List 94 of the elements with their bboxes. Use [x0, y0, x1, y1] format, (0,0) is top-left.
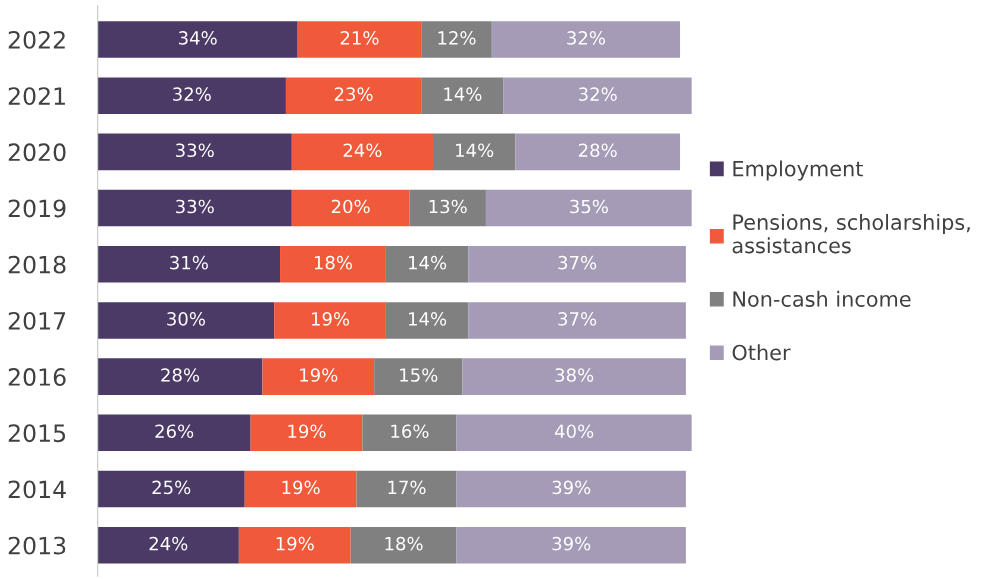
data-label: 14%: [444, 87, 482, 101]
bar: [274, 302, 386, 339]
bar: [97, 77, 286, 114]
y-tick-label: 2019: [8, 199, 66, 218]
bar: [491, 21, 681, 58]
bar: [356, 470, 457, 508]
legend-label: Pensions, scholarships, assistances: [732, 213, 970, 254]
legend-label: Non-cash income: [733, 290, 911, 307]
bar: [238, 526, 351, 564]
bar: [97, 21, 298, 58]
data-label: 18%: [385, 536, 423, 551]
y-tick-label: 2017: [8, 311, 66, 330]
bar: [280, 246, 386, 283]
data-label: 20%: [331, 199, 370, 214]
bar: [97, 414, 251, 452]
bar: [97, 302, 275, 339]
y-tick-label: 2022: [8, 30, 65, 49]
bar: [250, 414, 363, 452]
data-label: 13%: [429, 199, 467, 214]
data-label: 16%: [391, 424, 429, 439]
bar: [456, 470, 686, 508]
data-label: 15%: [400, 368, 438, 382]
y-tick-label: 2020: [8, 143, 66, 162]
bar: [97, 358, 263, 395]
bar: [456, 414, 692, 452]
data-label: 34%: [178, 31, 217, 45]
data-label: 14%: [409, 312, 447, 326]
bar: [374, 358, 463, 395]
bar: [244, 470, 357, 508]
bar: [462, 358, 686, 395]
legend-label: Other: [732, 344, 791, 361]
y-tick-label: 2016: [8, 368, 66, 386]
data-label: 37%: [558, 312, 597, 326]
data-label: 32%: [173, 87, 211, 101]
bar: [97, 189, 292, 227]
data-label: 19%: [282, 480, 320, 495]
data-label: 18%: [314, 255, 353, 270]
bar: [291, 189, 410, 227]
data-label: 12%: [438, 31, 476, 45]
data-label: 35%: [570, 199, 608, 214]
data-label: 31%: [170, 255, 208, 270]
bar: [285, 77, 422, 114]
data-label: 19%: [276, 536, 314, 551]
data-label: 21%: [340, 31, 379, 45]
data-label: 39%: [552, 536, 591, 551]
data-label: 17%: [388, 480, 426, 495]
bar: [262, 358, 375, 395]
bar: [515, 133, 681, 171]
data-label: 28%: [578, 143, 617, 158]
bar: [297, 21, 422, 58]
data-label: 26%: [155, 424, 194, 439]
data-label: 24%: [343, 143, 382, 158]
bar: [456, 526, 686, 564]
bar: [97, 133, 292, 171]
bar: [291, 133, 433, 171]
data-label: 32%: [579, 87, 617, 101]
bar: [350, 526, 457, 564]
data-label: 25%: [152, 480, 191, 495]
data-label: 33%: [176, 143, 214, 158]
data-label: 38%: [555, 368, 594, 382]
bar: [409, 189, 486, 227]
data-label: 24%: [149, 536, 188, 551]
data-label: 40%: [554, 424, 594, 439]
data-label: 19%: [311, 312, 350, 326]
data-label: 28%: [161, 368, 200, 382]
data-label: 14%: [409, 255, 447, 270]
y-tick-label: 2015: [8, 424, 66, 443]
y-tick-label: 2013: [8, 536, 66, 555]
legend-label: Employment: [733, 160, 863, 181]
data-label: 33%: [176, 199, 214, 214]
data-label: 37%: [558, 255, 597, 270]
bar: [432, 133, 516, 171]
bar: [97, 526, 239, 564]
bar: [421, 77, 504, 114]
data-label: 39%: [552, 480, 591, 495]
bar: [362, 414, 457, 452]
bar: [468, 246, 686, 283]
bar: [485, 189, 692, 227]
bar: [385, 302, 469, 339]
y-tick-label: 2018: [8, 255, 66, 274]
y-tick-label: 2014: [8, 480, 66, 499]
bar: [503, 77, 692, 114]
data-label: 14%: [456, 143, 494, 158]
y-tick-label: 2021: [8, 87, 65, 105]
data-label: 32%: [567, 31, 605, 45]
bar: [97, 470, 245, 508]
data-label: 19%: [288, 424, 326, 439]
bar: [468, 302, 686, 339]
data-label: 19%: [300, 368, 338, 382]
data-label: 30%: [167, 312, 205, 326]
bar: [385, 246, 469, 283]
bar: [97, 246, 281, 283]
data-label: 23%: [334, 87, 373, 101]
bar: [421, 21, 492, 58]
